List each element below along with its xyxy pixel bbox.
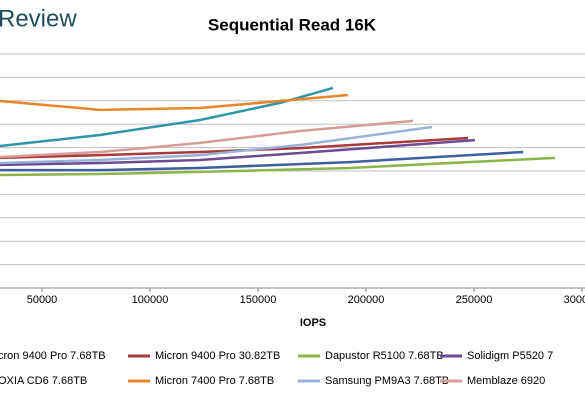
x-tick-label: 250000 xyxy=(456,294,493,306)
legend-label: cron 9400 Pro 7.68TB xyxy=(0,350,106,362)
chart-title: Sequential Read 16K xyxy=(208,15,377,34)
series-line xyxy=(0,136,469,160)
legend-label: Memblaze 6920 xyxy=(467,375,545,387)
legend-label: Micron 9400 Pro 30.82TB xyxy=(155,350,280,362)
series-line xyxy=(0,138,476,167)
series-line xyxy=(0,119,414,159)
series-line xyxy=(0,150,524,172)
legend-label: Solidigm P5520 7 xyxy=(467,350,553,362)
legend-label: Micron 7400 Pro 7.68TB xyxy=(155,375,274,387)
x-tick-label: 200000 xyxy=(348,294,385,306)
x-tick-label: 50000 xyxy=(27,294,58,306)
series-line xyxy=(0,125,433,165)
x-tick-label: 100000 xyxy=(132,294,169,306)
legend-label: OXIA CD6 7.68TB xyxy=(0,375,87,387)
x-axis-label: IOPS xyxy=(300,317,326,329)
legend-label: Samsung PM9A3 7.68TB xyxy=(325,375,449,387)
series-line xyxy=(0,156,556,177)
series-line xyxy=(0,93,349,112)
x-tick-label: 300000 xyxy=(564,294,585,306)
legend-label: Dapustor R5100 7.68TB xyxy=(325,350,444,362)
x-tick-label: 150000 xyxy=(240,294,277,306)
logo: Review xyxy=(0,5,77,32)
series-line xyxy=(0,86,334,148)
